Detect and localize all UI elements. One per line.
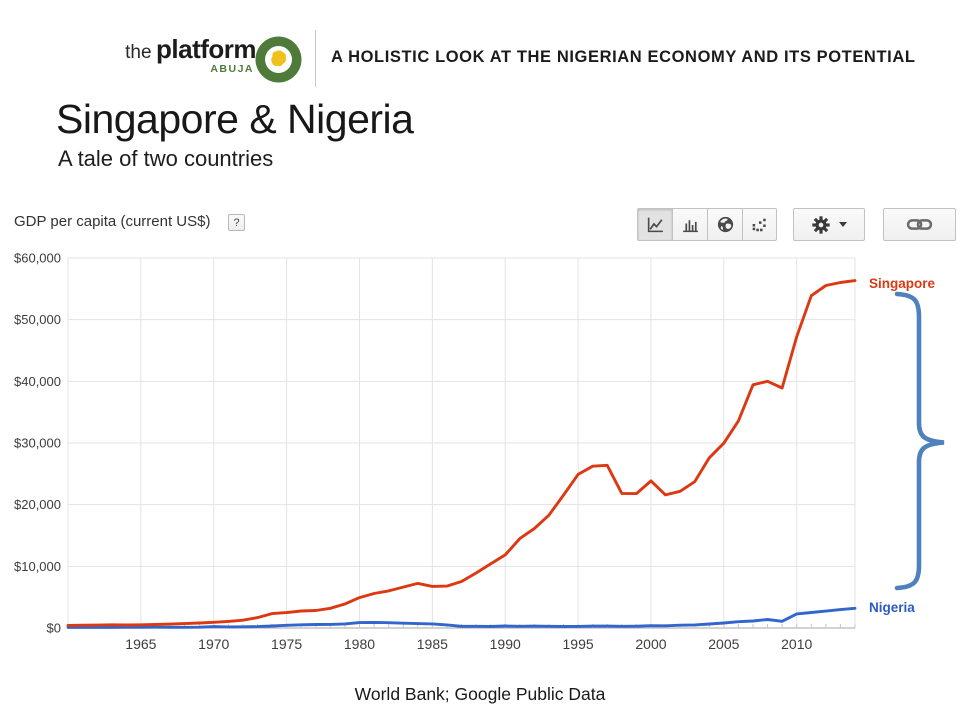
y-axis-tick-label: $30,000 (14, 436, 61, 451)
gear-icon (812, 215, 830, 234)
x-axis-tick-label: 1965 (125, 636, 156, 652)
help-button[interactable]: ? (228, 214, 245, 231)
line-chart-button[interactable] (637, 208, 672, 241)
x-axis-tick-label: 1995 (563, 636, 594, 652)
x-axis-tick-label: 1970 (198, 636, 229, 652)
column-chart-icon (682, 220, 698, 233)
column-chart-button[interactable] (672, 208, 707, 241)
gap-brace-annotation (894, 291, 945, 591)
chart-type-toolbar (637, 208, 777, 241)
y-axis-tick-label: $50,000 (14, 312, 61, 327)
settings-button[interactable] (793, 208, 865, 241)
caret-down-icon (839, 222, 847, 227)
question-mark-icon: ? (233, 216, 240, 229)
link-icon (906, 219, 933, 230)
page-title: Singapore & Nigeria (56, 96, 414, 142)
x-axis-tick-label: 1990 (490, 636, 521, 652)
scatter-chart-icon (752, 218, 766, 232)
y-axis-tick-label: $40,000 (14, 374, 61, 389)
share-link-button[interactable] (883, 208, 956, 241)
x-axis-tick-label: 1975 (271, 636, 302, 652)
chart-plot-area[interactable] (68, 258, 855, 628)
y-axis-tick-label: $0 (47, 621, 61, 636)
x-axis-tick-label: 1985 (417, 636, 448, 652)
logo-city: ABUJA (210, 63, 254, 75)
logo-name: platform (156, 34, 257, 64)
x-axis-tick-label: 2000 (635, 636, 666, 652)
x-axis-tick-label: 2010 (781, 636, 812, 652)
logo-wordmark: the platform ABUJA (114, 36, 256, 75)
event-tagline: A HOLISTIC LOOK AT THE NIGERIAN ECONOMY … (331, 48, 916, 66)
geo-map-icon (717, 216, 733, 233)
data-source-credit: World Bank; Google Public Data (354, 684, 606, 704)
y-axis-tick-label: $10,000 (14, 559, 61, 574)
chart-title: GDP per capita (current US$) (14, 213, 211, 230)
geo-map-button[interactable] (707, 208, 742, 241)
logo-prefix: the (125, 42, 152, 63)
page-subtitle: A tale of two countries (58, 146, 274, 171)
y-axis-tick-label: $60,000 (14, 251, 61, 266)
header-divider (315, 30, 316, 87)
scatter-chart-button[interactable] (742, 208, 777, 241)
x-axis-tick-label: 2005 (708, 636, 739, 652)
line-chart-icon (647, 217, 663, 233)
series-label-nigeria: Nigeria (869, 600, 915, 615)
nigeria-map-icon (255, 36, 302, 83)
y-axis-tick-label: $20,000 (14, 497, 61, 512)
series-label-singapore: Singapore (869, 276, 936, 291)
x-axis-tick-label: 1980 (344, 636, 375, 652)
